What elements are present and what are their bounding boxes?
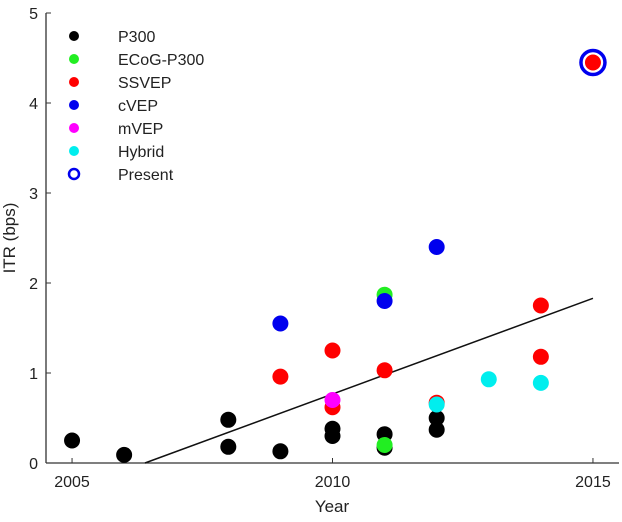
legend: P300 ECoG-P300 SSVEP cVEP mVEP Hybrid Present bbox=[67, 29, 204, 184]
y-tick-label: 5 bbox=[29, 6, 38, 23]
legend-label: ECoG-P300 bbox=[118, 52, 204, 69]
y-tick-label: 4 bbox=[29, 96, 38, 113]
legend-label: P300 bbox=[118, 29, 155, 46]
data-point-p300 bbox=[428, 410, 445, 426]
y-axis-label: ITR (bps) bbox=[0, 203, 19, 274]
data-point-mvep bbox=[324, 392, 341, 408]
data-point-p300 bbox=[428, 421, 445, 438]
trend-line bbox=[144, 297, 594, 464]
data-point-present bbox=[579, 48, 607, 77]
y-tick-label: 2 bbox=[29, 276, 38, 293]
legend-marker-p300 bbox=[69, 31, 79, 41]
y-tick-label: 3 bbox=[29, 186, 38, 203]
data-point-p300 bbox=[220, 438, 237, 455]
legend-label: Hybrid bbox=[118, 144, 164, 161]
data-points bbox=[64, 48, 607, 464]
legend-marker-ecog-p300 bbox=[69, 54, 79, 64]
x-tick-label: 2005 bbox=[54, 474, 90, 491]
data-point-cvep bbox=[376, 293, 393, 309]
legend-marker-cvep bbox=[69, 100, 79, 110]
data-point-hybrid bbox=[532, 374, 549, 391]
data-point-hybrid bbox=[428, 396, 445, 413]
data-point-cvep bbox=[272, 315, 289, 332]
legend-label: SSVEP bbox=[118, 75, 171, 92]
data-point-hybrid bbox=[480, 371, 497, 388]
data-point-ssvep bbox=[584, 54, 601, 71]
data-point-cvep bbox=[428, 239, 445, 255]
data-point-p300 bbox=[324, 428, 341, 444]
x-tick-label: 2015 bbox=[575, 474, 611, 491]
data-point-p300 bbox=[116, 446, 133, 463]
x-axis-label: Year bbox=[315, 497, 350, 516]
legend-label: cVEP bbox=[118, 98, 158, 115]
legend-label: Present bbox=[118, 167, 174, 184]
data-point-ssvep bbox=[532, 348, 549, 365]
data-point-ssvep bbox=[272, 368, 289, 385]
legend-label: mVEP bbox=[118, 121, 163, 138]
data-point-p300 bbox=[220, 411, 237, 428]
y-tick-label: 0 bbox=[29, 456, 38, 473]
data-point-p300 bbox=[272, 443, 289, 460]
legend-marker-hybrid bbox=[69, 146, 79, 156]
axes: 2005 2010 2015 0 1 2 3 4 5 bbox=[29, 6, 619, 491]
legend-marker-mvep bbox=[69, 123, 79, 133]
data-point-ssvep bbox=[376, 362, 393, 379]
data-point-p300 bbox=[64, 432, 81, 449]
y-tick-label: 1 bbox=[29, 366, 38, 383]
x-tick-label: 2010 bbox=[315, 474, 351, 491]
legend-marker-ssvep bbox=[69, 77, 79, 87]
data-point-ecog-p300 bbox=[376, 437, 393, 453]
data-point-ssvep bbox=[532, 297, 549, 314]
legend-marker-present bbox=[67, 167, 81, 181]
data-point-ssvep bbox=[324, 342, 341, 359]
